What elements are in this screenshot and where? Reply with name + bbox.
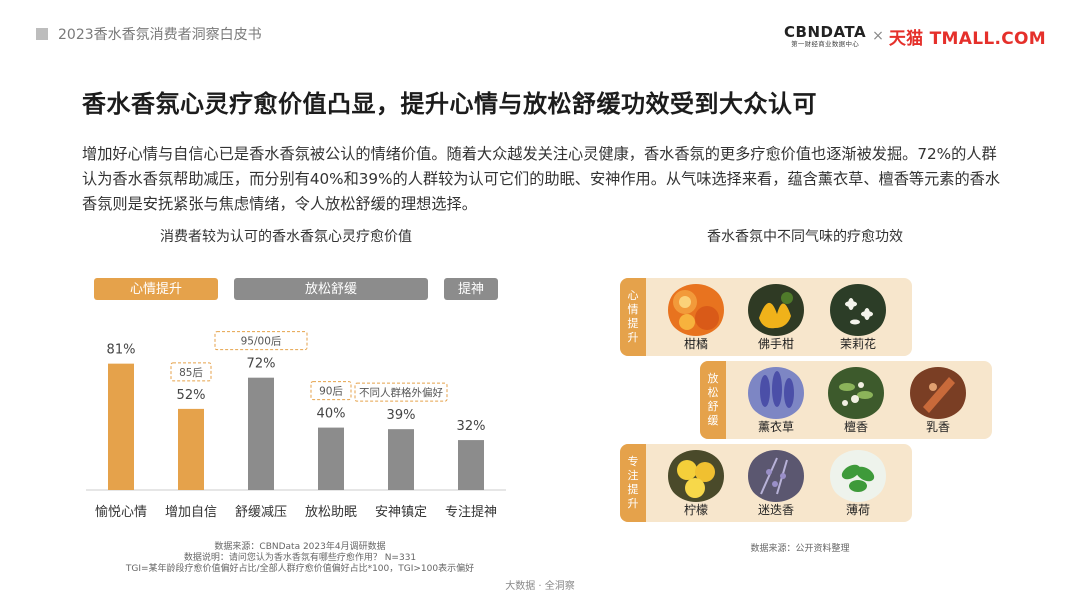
annotation-box: [170, 362, 212, 382]
tmall-logo: 天猫 TMALL.COM: [888, 28, 1046, 49]
footnote-source: 数据来源：CBNData 2023年4月调研数据: [214, 542, 386, 552]
bar-chart-title: 消费者较为认可的香水香氛心灵疗愈价值: [160, 229, 412, 245]
footnote-question: 数据说明：请问您认为香水香氛有哪些疗愈作用？ N=331: [183, 553, 417, 563]
group-header-1: [234, 278, 428, 300]
category-label: 愉悦心情: [95, 504, 147, 520]
scent-name: 乳香: [925, 420, 950, 434]
annotation-box: [354, 382, 448, 402]
group-header-label: 放松舒缓: [305, 282, 357, 297]
category-label: 增加自信: [165, 505, 217, 520]
scent-item: 乳香: [906, 367, 970, 434]
scent-item: 檀香: [824, 367, 888, 434]
bar: [108, 363, 134, 490]
scent-item: 柑橘: [664, 284, 728, 351]
group-header-label: 心情提升: [130, 281, 182, 297]
scent-photo-icon: [829, 450, 887, 502]
page-footer: 大数据 · 全洞察: [505, 581, 575, 592]
annotation-label: 不同人群格外偏好: [359, 386, 443, 399]
bar: [248, 377, 274, 490]
scent-photo-icon: [827, 367, 885, 419]
scent-photo-icon: [829, 284, 887, 336]
scent-panel: 专注提升柠檬 迷迭香 薄荷: [620, 444, 912, 522]
cbndata-logo-subtitle: 第一财经商业数据中心: [791, 39, 860, 48]
cbndata-logo: CBNDATA 第一财经商业数据中心: [784, 24, 866, 49]
scent-item: 薰衣草: [744, 367, 808, 434]
bar-value-label: 72%: [247, 357, 276, 372]
bar: [388, 429, 414, 490]
cbndata-logo-text: CBNDATA: [784, 22, 867, 41]
annotation-label: 95/00后: [241, 336, 282, 348]
group-header-label: 提神: [458, 281, 484, 297]
scent-name: 檀香: [843, 420, 868, 434]
left-footnote: 数据来源：CBNData 2023年4月调研数据 数据说明：请问您认为香水香氛有…: [80, 542, 520, 575]
intro-paragraph: 增加好心情与自信心已是香水香氛被公认的情绪价值。随着大众越发关注心灵健康，香水香…: [82, 145, 1001, 213]
scent-photo-icon: [667, 450, 725, 502]
annotation-box: [214, 331, 308, 351]
group-header-0: [94, 278, 218, 300]
scent-name: 柠檬: [683, 503, 708, 517]
header-square-icon: [36, 28, 48, 40]
annotation-label: 85后: [179, 367, 203, 379]
footnote-tgi: TGI=某年龄段疗愈价值偏好占比/全部人群疗愈价值偏好占比*100，TGI>10…: [125, 564, 475, 574]
scent-name: 薰衣草: [757, 420, 794, 434]
bar-value-label: 40%: [317, 407, 346, 422]
bar-value-label: 81%: [107, 343, 136, 358]
scent-name: 茉莉花: [839, 337, 876, 351]
scent-chart-title: 香水香氛中不同气味的疗愈功效: [707, 229, 903, 245]
scent-photo-icon: [747, 450, 805, 502]
scent-item: 佛手柑: [744, 284, 808, 351]
scent-item: 迷迭香: [744, 450, 808, 517]
category-label: 安神镇定: [375, 505, 427, 520]
logo-separator: ×: [872, 28, 884, 44]
scent-photo-icon: [747, 284, 805, 336]
scent-item: 柠檬: [664, 450, 728, 517]
scent-group-label: 心情提升: [620, 278, 646, 356]
scent-photo-icon: [909, 367, 967, 419]
scent-name: 迷迭香: [757, 503, 794, 517]
scent-group-label: 专注提升: [620, 444, 646, 522]
page-title: 香水香氛心灵疗愈价值凸显，提升心情与放松舒缓功效受到大众认可: [82, 90, 817, 118]
scent-item: 薄荷: [826, 450, 890, 517]
bar: [458, 440, 484, 490]
right-footnote: 数据来源：公开资料整理: [750, 544, 850, 554]
bar-value-label: 32%: [457, 419, 486, 434]
category-label: 专注提神: [445, 504, 497, 520]
scent-photo-icon: [667, 284, 725, 336]
scent-name: 柑橘: [683, 337, 708, 351]
scent-name: 薄荷: [845, 503, 870, 517]
category-label: 舒缓减压: [235, 505, 287, 520]
scent-panel: 放松舒缓薰衣草 檀香 乳香: [700, 361, 992, 439]
annotation-label: 90后: [319, 386, 343, 398]
bar: [318, 427, 344, 490]
group-header-2: [444, 278, 498, 300]
annotation-box: [310, 381, 352, 401]
scent-panel: 心情提升柑橘 佛手柑 茉莉花: [620, 278, 912, 356]
bar-value-label: 39%: [387, 408, 416, 423]
bar: [178, 408, 204, 490]
healing-value-bar-chart: 心情提升 放松舒缓 提神 81% 愉悦心情 52% 增加自信 72% 舒缓减压 40% 放松助眠 39…: [86, 278, 506, 520]
scent-name: 佛手柑: [757, 337, 794, 351]
scent-group-label: 放松舒缓: [700, 361, 726, 439]
scent-item: 茉莉花: [826, 284, 890, 351]
logo-group: CBNDATA 第一财经商业数据中心 × 天猫 TMALL.COM: [784, 20, 1046, 52]
bar-value-label: 52%: [177, 388, 206, 403]
category-label: 放松助眠: [305, 505, 357, 520]
scent-photo-icon: [747, 367, 805, 419]
report-title: 2023香水香氛消费者洞察白皮书: [58, 27, 262, 43]
